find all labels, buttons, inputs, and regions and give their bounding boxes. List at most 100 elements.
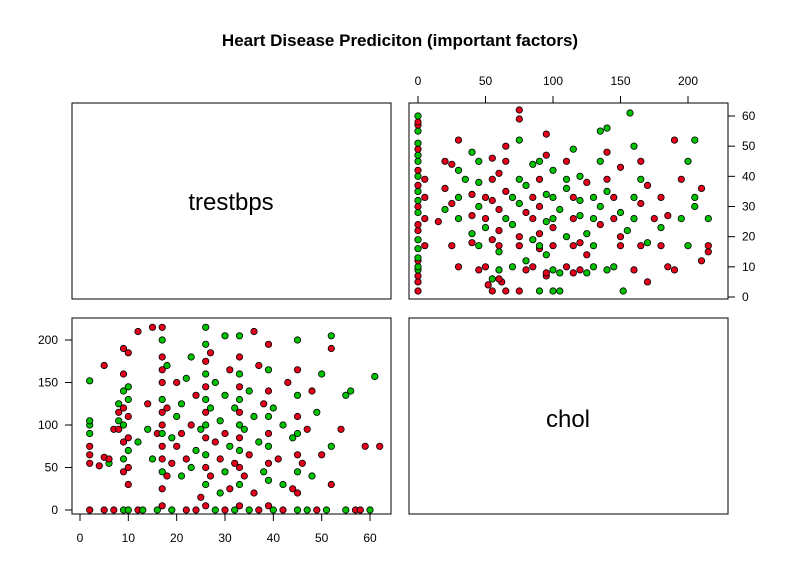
scatter-point: [542, 269, 550, 277]
scatter-point: [441, 157, 449, 165]
scatter-point: [529, 215, 537, 223]
scatter-point: [495, 227, 503, 235]
scatter-point: [542, 251, 550, 259]
scatter-point: [414, 245, 422, 253]
scatter-point: [226, 485, 234, 493]
scatter-point: [488, 196, 496, 205]
scatter-point: [475, 266, 483, 274]
scatter-point: [119, 455, 128, 463]
scatter-point: [569, 215, 577, 223]
scatter-point: [616, 233, 625, 241]
scatter-point: [495, 205, 503, 214]
scatter-point: [481, 224, 490, 232]
scatter-point: [356, 506, 364, 514]
scatter-point: [202, 323, 210, 331]
scatter-point: [434, 218, 442, 226]
scatter-point: [206, 404, 215, 412]
scatter-point: [110, 506, 118, 514]
scatter-point: [562, 157, 571, 165]
scatter-point: [515, 136, 523, 144]
scatter-point: [124, 463, 132, 472]
scatter-point: [158, 421, 166, 429]
scatter-point: [414, 263, 422, 271]
scatter-point: [495, 242, 503, 250]
tick-label: 60: [742, 109, 756, 123]
scatter-point: [226, 442, 234, 450]
scatter-point: [327, 332, 335, 340]
scatter-point: [298, 459, 306, 467]
tick-label: 50: [315, 531, 329, 545]
scatter-point: [221, 332, 229, 340]
scatter-point: [202, 340, 210, 348]
scatter-point: [549, 166, 557, 174]
tick-label: 0: [742, 290, 749, 304]
scatter-point: [556, 269, 564, 277]
scatter-point: [468, 212, 476, 220]
scatter-point: [187, 421, 195, 429]
scatter-point: [670, 266, 679, 274]
scatter-point: [168, 434, 176, 442]
scatter-point: [576, 239, 584, 247]
scatter-point: [177, 429, 186, 438]
tick-label: 50: [479, 74, 493, 88]
scatter-point: [623, 227, 631, 235]
scatter-point: [158, 353, 166, 361]
scatter-point: [192, 446, 200, 455]
scatter-point: [637, 242, 645, 250]
scatter-point: [187, 353, 195, 361]
scatter-point: [414, 272, 422, 280]
tick-label: 20: [170, 531, 184, 545]
scatter-point: [163, 361, 171, 370]
scatter-point: [522, 257, 530, 265]
scatter-point: [535, 287, 544, 295]
scatter-point: [414, 227, 422, 235]
scatter-point: [657, 193, 665, 201]
scatter-point: [508, 263, 517, 271]
scatter-point: [245, 451, 253, 459]
scatter-point: [182, 374, 190, 382]
tick-label: 200: [678, 74, 698, 88]
scatter-point: [562, 184, 571, 192]
scatter-point: [569, 242, 577, 250]
scatter-point: [221, 429, 229, 438]
tick-label: 10: [122, 531, 136, 545]
scatter-point: [529, 236, 537, 244]
scatter-point: [245, 387, 253, 395]
scatter-point: [488, 287, 496, 295]
scatter-point: [119, 370, 128, 378]
scatter-point: [542, 218, 550, 226]
scatter-point: [119, 421, 128, 429]
scatter-point: [264, 476, 273, 484]
scatter-point: [515, 175, 523, 183]
scatter-point: [515, 199, 523, 208]
scatter-point: [100, 506, 108, 514]
tick-label: 0: [77, 531, 84, 545]
scatter-point: [366, 506, 374, 514]
scatter-point: [691, 136, 699, 144]
scatter-point: [421, 175, 429, 183]
scatter-point: [124, 506, 132, 514]
scatter-point: [313, 506, 321, 514]
scatter-point: [86, 506, 94, 514]
scatter-point: [704, 242, 712, 250]
scatter-point: [508, 193, 517, 201]
scatter-point: [158, 468, 166, 476]
scatter-point: [361, 442, 369, 450]
scatter-point: [202, 502, 210, 510]
scatter-point: [697, 184, 706, 192]
scatter-point: [313, 408, 321, 416]
scatter-point: [643, 278, 652, 286]
scatter-point: [260, 400, 268, 408]
scatter-point: [684, 242, 692, 250]
scatter-point: [454, 136, 463, 144]
scatter-point: [293, 506, 302, 514]
scatter-point: [677, 215, 685, 223]
scatter-point: [235, 383, 244, 391]
scatter-point: [284, 378, 292, 387]
scatter-point: [235, 480, 244, 489]
scatter-point: [119, 438, 128, 446]
scatter-point: [163, 472, 171, 480]
scatter-point: [303, 506, 311, 514]
tick-label: 50: [45, 461, 59, 475]
scatter-point: [202, 421, 210, 429]
